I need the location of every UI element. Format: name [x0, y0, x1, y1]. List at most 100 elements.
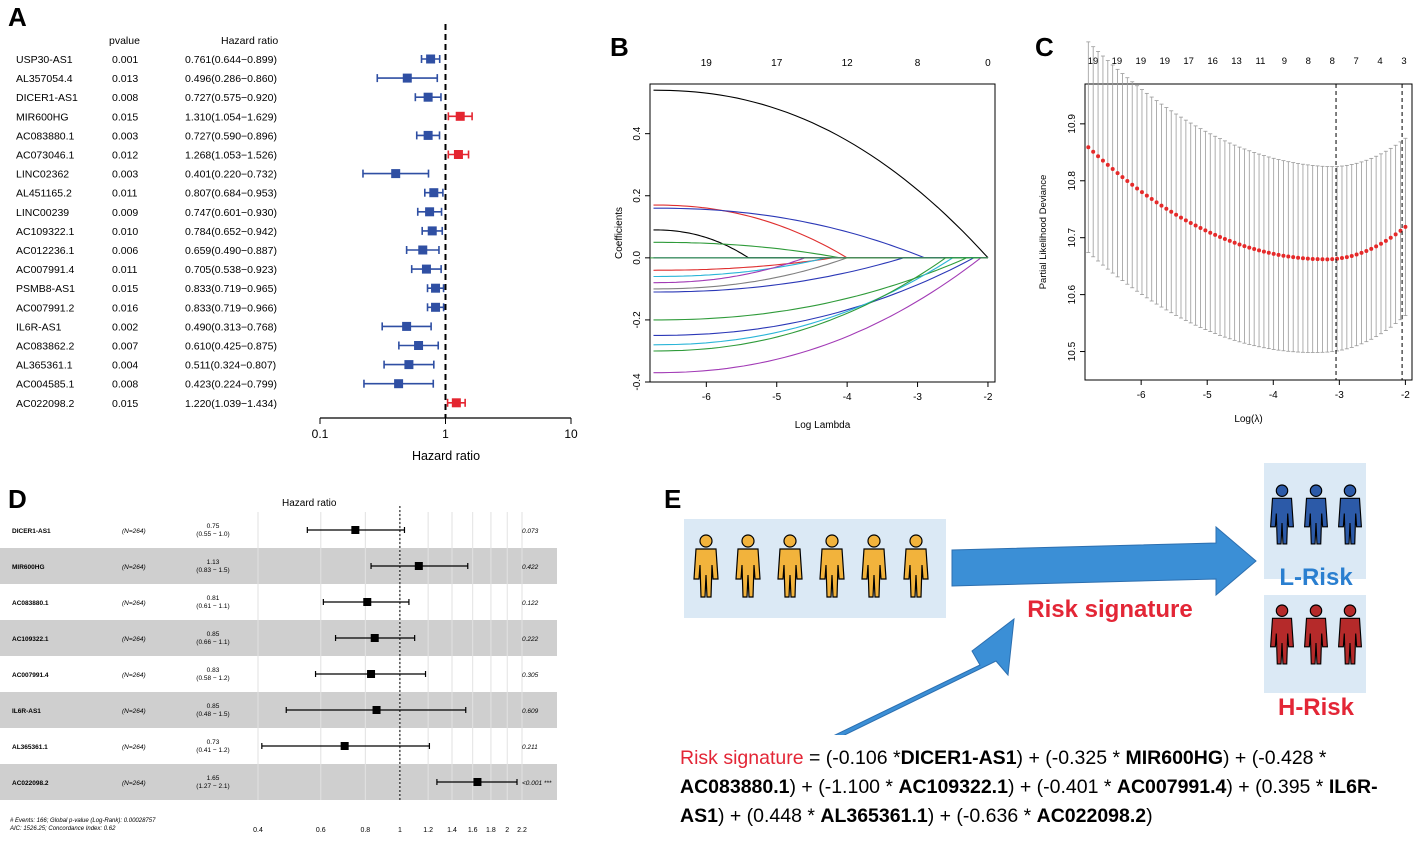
formula-gene: DICER1-AS1: [900, 747, 1017, 769]
a-row-name: AC012236.1: [16, 245, 75, 257]
d-row-name: AC007991.4: [12, 672, 49, 679]
c-mean-point: [1183, 218, 1188, 223]
c-mean-point: [1237, 242, 1242, 247]
b-coef-path-13: [653, 229, 988, 259]
c-top-label: 8: [1330, 56, 1335, 67]
person-body: [1303, 497, 1329, 545]
a-row-hr-text: 0.833(0.719−0.965): [185, 283, 277, 295]
c-y-tick-label: 10.8: [1067, 171, 1078, 191]
a-row-name: AL451165.2: [16, 188, 72, 200]
d-row-n: (N=264): [122, 564, 146, 571]
c-mean-point: [1164, 206, 1169, 211]
a-row-pvalue: 0.006: [112, 245, 138, 257]
b-y-tick-label: 0.4: [632, 126, 643, 140]
c-x-tick-label: -3: [1335, 390, 1344, 401]
formula-sep: ): [1146, 805, 1153, 827]
a-row-pvalue: 0.012: [112, 150, 138, 162]
formula-lead: Risk signature: [680, 747, 804, 769]
a-row-pvalue: 0.004: [112, 360, 138, 372]
person-body: [735, 548, 761, 598]
d-row-ci-text: (0.48 − 1.5): [196, 711, 229, 718]
a-row-pvalue: 0.015: [112, 283, 138, 295]
c-top-label: 19: [1112, 56, 1123, 67]
a-hr-point: [394, 379, 404, 389]
person-body: [819, 548, 845, 598]
c-mean-point: [1315, 257, 1320, 262]
e-patient-icon: [903, 534, 929, 598]
a-row-name: AC004585.1: [16, 379, 75, 391]
c-top-label: 19: [1159, 56, 1170, 67]
a-row-hr-text: 0.784(0.652−0.942): [185, 226, 277, 238]
a-row-hr-text: 0.727(0.590−0.896): [185, 130, 277, 142]
e-low-risk-label: L-Risk: [1279, 564, 1353, 591]
a-hr-point: [402, 73, 412, 83]
formula-eq: =: [803, 747, 826, 769]
a-row-pvalue: 0.013: [112, 73, 138, 85]
a-row-pvalue: 0.002: [112, 321, 138, 333]
c-mean-point: [1135, 186, 1140, 191]
b-top-tick-label: 0: [985, 58, 991, 69]
formula-coef: (0.448 *: [746, 805, 821, 827]
d-row-ci-text: (0.58 − 1.2): [196, 675, 229, 682]
a-row-name: AC109322.1: [16, 226, 75, 238]
c-mean-point: [1159, 203, 1164, 208]
c-mean-point: [1364, 248, 1369, 253]
c-mean-point: [1300, 256, 1305, 261]
b-coef-path-7: [653, 257, 988, 278]
panel-a-label: A: [8, 2, 27, 32]
risk-signature-formula: Risk signature = (-0.106 *DICER1-AS1) + …: [680, 744, 1410, 831]
a-row-hr-text: 0.610(0.425−0.875): [185, 341, 277, 353]
c-top-label: 3: [1401, 56, 1406, 67]
person-body: [1303, 617, 1329, 665]
e-low-risk-icon: [1269, 484, 1295, 545]
formula-gene: AC022098.2: [1036, 805, 1147, 827]
d-x-tick-label: 1.4: [447, 827, 457, 834]
formula-coef: (-0.401 *: [1036, 776, 1117, 798]
a-row-name: AC073046.1: [16, 150, 75, 162]
c-mean-point: [1208, 230, 1213, 235]
c-mean-point: [1393, 232, 1398, 237]
a-row-hr-text: 0.833(0.719−0.966): [185, 302, 277, 314]
a-hr-point: [421, 264, 431, 274]
a-hr-point: [431, 302, 441, 312]
a-row-name: AC083880.1: [16, 130, 75, 142]
a-row-pvalue: 0.016: [112, 302, 138, 314]
b-coef-path-5: [653, 257, 988, 352]
a-row-name: AC007991.4: [16, 264, 75, 276]
c-mean-point: [1115, 171, 1120, 176]
a-row-name: AC083862.2: [16, 341, 75, 353]
e-high-risk-label: H-Risk: [1278, 694, 1355, 721]
c-mean-point: [1403, 224, 1408, 229]
c-mean-point: [1286, 254, 1291, 259]
a-hr-point: [455, 111, 465, 121]
person-head: [1309, 604, 1323, 617]
d-x-tick-label: 1.8: [486, 827, 496, 834]
formula-gene: AL365361.1: [820, 805, 928, 827]
c-mean-point: [1276, 252, 1281, 257]
c-mean-point: [1100, 158, 1105, 163]
d-row-hr-text: 0.81: [207, 595, 220, 602]
formula-gene: AC083880.1: [680, 776, 790, 798]
b-coef-path-4b: [653, 207, 988, 259]
c-mean-point: [1374, 244, 1379, 249]
b-y-label: Coefficients: [614, 207, 625, 259]
c-mean-point: [1320, 257, 1325, 262]
c-mean-point: [1388, 235, 1393, 240]
a-row-hr-text: 0.511(0.324−0.807): [185, 360, 276, 372]
person-body: [861, 548, 887, 598]
a-x-tick-label: 10: [564, 427, 578, 441]
d-x-tick-label: 2: [505, 827, 509, 834]
d-row-hr-text: 0.85: [207, 703, 220, 710]
panel-e-schematic: Risk signature L-Risk H-Risk: [684, 463, 1366, 735]
e-high-risk-icon: [1303, 604, 1329, 665]
d-row-hr-text: 1.65: [207, 775, 220, 782]
a-hr-point: [423, 130, 433, 140]
e-patient-icon: [819, 534, 845, 598]
person-body: [777, 548, 803, 598]
panel-c-label: C: [1035, 32, 1054, 62]
person-head: [1343, 484, 1357, 497]
formula-sep: ) +: [1223, 747, 1252, 769]
d-row-name: AC083880.1: [12, 600, 49, 607]
c-x-tick-label: -5: [1203, 390, 1212, 401]
d-title: Hazard ratio: [282, 498, 337, 509]
